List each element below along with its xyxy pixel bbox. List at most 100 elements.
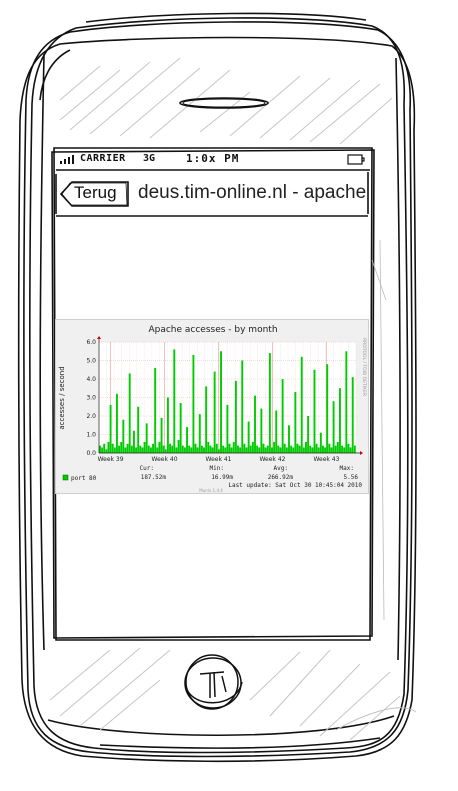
chart-bar <box>353 445 356 453</box>
chart-x-tick-label: Week 42 <box>259 456 285 463</box>
chart-bar <box>118 445 121 453</box>
chart-bar <box>307 416 310 453</box>
chart-bar <box>200 445 203 453</box>
chart-bar <box>288 425 290 453</box>
chart-bar <box>196 447 199 453</box>
chart-x-tick-label: Week 40 <box>152 456 178 463</box>
chart-bar <box>220 351 222 453</box>
legend-max-value: 5.56 <box>344 474 359 481</box>
chart-bar <box>256 445 259 453</box>
chart-bar <box>315 443 318 453</box>
chart-bar <box>103 443 106 453</box>
chart-bar <box>198 414 201 453</box>
chart-bar <box>251 441 254 453</box>
chart-bar <box>224 447 227 453</box>
chart-bar <box>211 447 214 453</box>
chart-bar <box>277 445 280 453</box>
chart-bar <box>296 443 299 453</box>
chart-bar <box>260 408 263 453</box>
chart-bar <box>101 447 104 453</box>
chart-bar <box>179 403 182 453</box>
chart-bar <box>173 349 176 453</box>
chart-bar <box>183 447 186 453</box>
chart-bar <box>152 443 155 453</box>
chart-y-tick-label: 0.0 <box>86 450 96 457</box>
chart-bar <box>254 395 256 453</box>
chart-bar <box>292 447 295 453</box>
chart-bar <box>113 447 116 453</box>
network-label: 3G <box>143 153 156 164</box>
legend-avg-value: 266.92m <box>268 474 294 481</box>
chart-bar <box>226 404 229 453</box>
chart-bar <box>339 388 341 453</box>
legend-cur-header: Cur: <box>140 465 154 472</box>
chart-bar <box>347 443 350 453</box>
munin-version-label: Munin 1.4.4 <box>199 488 223 493</box>
back-button[interactable]: Terug <box>60 181 129 207</box>
chart-bar <box>171 445 174 453</box>
chart-bar <box>222 445 225 453</box>
chart-bar <box>334 445 337 453</box>
chart-x-tick-label: Week 39 <box>98 456 124 463</box>
chart-bar <box>194 443 197 453</box>
home-button-sketch <box>184 654 243 710</box>
chart-bar <box>207 441 210 453</box>
chart-bar <box>147 445 150 453</box>
chart-bar <box>135 447 138 453</box>
chart-bar <box>177 440 180 453</box>
back-button-label: Terug <box>74 183 117 202</box>
last-update-label: Last update: Sat Oct 30 10:45:04 2010 <box>228 482 362 489</box>
chart-bar <box>283 443 286 453</box>
legend-min-value: 16.99m <box>211 474 233 481</box>
chart-bar <box>262 443 265 453</box>
status-bar: CARRIER 3G 1:0x PM <box>58 151 368 167</box>
chart-bar <box>209 445 212 453</box>
chart-bar <box>156 447 159 453</box>
chart-bar <box>217 449 220 453</box>
chart-bar <box>285 447 288 453</box>
page-title: deus.tim-online.nl - apache <box>138 182 367 203</box>
legend-series-name: port 80 <box>71 475 97 482</box>
carrier-label: CARRIER <box>80 153 126 164</box>
chart-bar <box>275 410 278 453</box>
home-button[interactable] <box>180 652 246 712</box>
chart-image: Apache accesses - by month accesses / se… <box>55 319 369 494</box>
chart-bar <box>143 441 146 453</box>
chart-bar <box>243 443 246 453</box>
chart-bar <box>181 445 184 453</box>
chart-bar <box>139 445 142 453</box>
chart-bar <box>322 445 324 453</box>
chart-y-axis-arrow <box>97 336 101 339</box>
chart-bar <box>128 373 131 453</box>
legend-min-header: Min: <box>210 465 224 472</box>
chart-bar <box>234 380 237 453</box>
chart-bar <box>130 445 133 453</box>
chart-bar <box>120 441 123 453</box>
chart-bar <box>126 443 129 453</box>
chart-bar <box>239 447 242 453</box>
chart-bar <box>137 406 140 453</box>
chart-bar <box>332 401 335 453</box>
chart-bar <box>343 447 346 453</box>
chart-bar <box>249 445 252 453</box>
chart-bar <box>160 417 163 453</box>
chart-x-tick-label: Week 43 <box>313 456 339 463</box>
chart-bar <box>336 441 339 453</box>
chart-bar <box>124 447 127 453</box>
chart-bar <box>115 393 118 453</box>
chart-x-axis-arrow <box>360 451 363 455</box>
chart-bar <box>203 447 205 453</box>
chart-bar <box>271 447 273 453</box>
chart-bar <box>158 441 161 453</box>
chart-bar <box>154 367 157 453</box>
chart-y-tick-label: 3.0 <box>86 395 96 402</box>
chart-bar <box>330 447 333 453</box>
chart-bar <box>99 445 101 453</box>
navigation-bar: Terug deus.tim-online.nl - apache <box>56 176 368 214</box>
chart-bar <box>109 404 112 453</box>
chart-bar <box>192 354 195 453</box>
chart-title: Apache accesses - by month <box>148 325 277 335</box>
chart-bar <box>264 447 267 453</box>
legend-cur-value: 187.52m <box>141 474 167 481</box>
